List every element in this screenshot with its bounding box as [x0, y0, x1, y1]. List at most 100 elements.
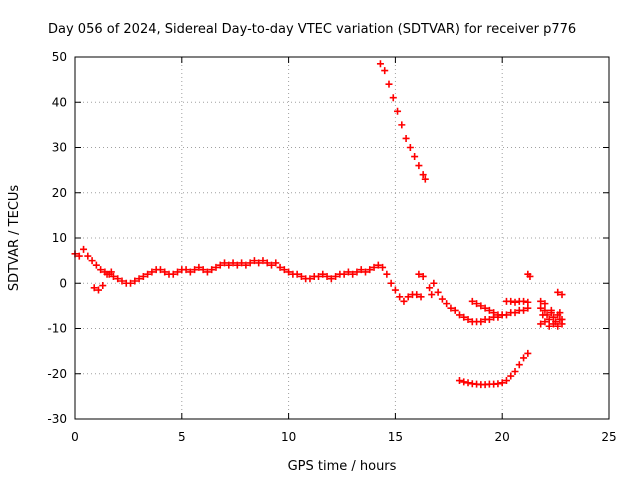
- data-point: [455, 311, 463, 319]
- data-point: [327, 275, 335, 283]
- data-point: [349, 270, 357, 278]
- data-point: [537, 320, 545, 328]
- data-point: [233, 261, 241, 269]
- data-point: [135, 275, 143, 283]
- data-point: [481, 304, 489, 312]
- data-point: [394, 107, 402, 115]
- data-point: [374, 261, 382, 269]
- data-point: [507, 372, 515, 380]
- data-point: [524, 349, 532, 357]
- data-point: [396, 293, 404, 301]
- data-point: [473, 300, 481, 308]
- data-point: [276, 263, 284, 271]
- data-point: [332, 272, 340, 280]
- data-point: [90, 284, 98, 292]
- data-point: [415, 162, 423, 170]
- data-point: [477, 302, 485, 310]
- data-point: [387, 279, 395, 287]
- data-point: [549, 313, 557, 321]
- y-tick-label: 50: [52, 50, 67, 64]
- data-point: [92, 261, 100, 269]
- data-point: [537, 297, 545, 305]
- data-point: [447, 304, 455, 312]
- data-point: [383, 270, 391, 278]
- data-point: [511, 367, 519, 375]
- x-tick-label: 0: [71, 430, 79, 444]
- data-point: [389, 94, 397, 102]
- data-point: [268, 261, 276, 269]
- data-point: [558, 291, 566, 299]
- data-point: [520, 354, 528, 362]
- data-point: [88, 257, 96, 265]
- axis-ticks: [74, 56, 610, 420]
- data-point: [297, 272, 305, 280]
- chart-title: Day 056 of 2024, Sidereal Day-to-day VTE…: [48, 22, 576, 37]
- data-point: [411, 153, 419, 161]
- data-point: [494, 380, 502, 388]
- data-point: [520, 306, 528, 314]
- x-tick-label: 20: [495, 430, 510, 444]
- y-tick-label: 10: [52, 231, 67, 245]
- y-tick-label: 30: [52, 141, 67, 155]
- data-point: [451, 306, 459, 314]
- data-point: [520, 297, 528, 305]
- data-point: [319, 270, 327, 278]
- data-point: [406, 144, 414, 151]
- data-point: [156, 266, 164, 274]
- data-point: [238, 259, 246, 267]
- data-point: [464, 379, 472, 387]
- y-tick-label: 40: [52, 95, 67, 109]
- data-point: [554, 288, 562, 296]
- data-point: [498, 311, 506, 319]
- data-point: [272, 259, 280, 267]
- data-point: [443, 300, 451, 308]
- data-point: [498, 379, 506, 387]
- y-tick-label: -30: [47, 412, 67, 426]
- data-point: [186, 268, 194, 276]
- data-point: [250, 257, 258, 265]
- data-point: [381, 67, 389, 75]
- y-axis-label: SDTVAR / TECUs: [7, 185, 22, 292]
- x-tick-label: 10: [281, 430, 296, 444]
- data-point: [537, 304, 545, 312]
- series-late-cluster: [430, 279, 532, 326]
- data-point: [103, 270, 111, 278]
- data-point: [455, 377, 463, 385]
- data-point: [391, 286, 399, 294]
- data-point: [263, 259, 271, 267]
- data-point: [460, 313, 468, 321]
- y-tick-label: 20: [52, 186, 67, 200]
- data-point: [208, 266, 216, 274]
- data-point: [306, 275, 314, 283]
- y-tick-label: -20: [47, 367, 67, 381]
- data-point: [216, 261, 224, 269]
- data-point: [315, 272, 323, 280]
- data-point: [468, 297, 476, 305]
- data-points: [71, 60, 566, 389]
- data-point: [246, 259, 254, 267]
- data-point: [511, 309, 519, 317]
- data-point: [370, 263, 378, 271]
- data-point: [161, 268, 169, 276]
- data-point: [398, 121, 406, 129]
- data-point: [428, 291, 436, 299]
- series-right-block: [537, 304, 566, 330]
- data-point: [460, 378, 468, 386]
- data-point: [526, 272, 534, 280]
- data-point: [229, 259, 237, 267]
- data-point: [144, 270, 152, 278]
- data-point: [545, 315, 553, 323]
- data-point: [99, 282, 107, 290]
- data-point: [131, 277, 139, 285]
- series-lower-arc: [455, 349, 532, 389]
- data-point: [421, 175, 429, 183]
- data-point: [438, 295, 446, 303]
- data-point: [404, 293, 412, 301]
- data-point: [221, 259, 229, 267]
- data-point: [539, 311, 547, 319]
- data-point: [255, 259, 263, 267]
- data-point: [426, 284, 434, 292]
- data-point: [242, 261, 250, 269]
- data-point: [376, 60, 384, 68]
